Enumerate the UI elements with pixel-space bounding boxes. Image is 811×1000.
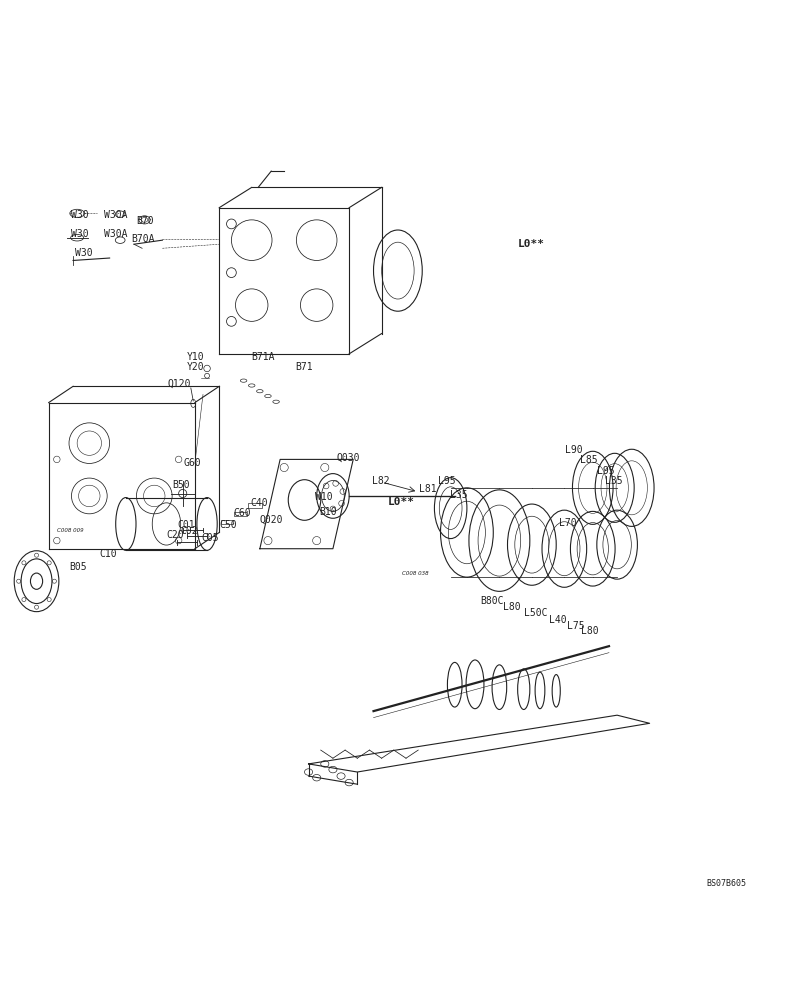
Text: L75: L75 <box>566 621 584 631</box>
Text: L0**: L0** <box>387 497 414 507</box>
Text: W30: W30 <box>71 229 89 239</box>
Text: L70: L70 <box>558 518 576 528</box>
Text: L80: L80 <box>581 626 599 636</box>
Text: W30: W30 <box>71 210 89 220</box>
Text: L95: L95 <box>596 466 614 476</box>
Text: W30A: W30A <box>104 229 127 239</box>
Text: C50: C50 <box>219 520 237 530</box>
Text: B80C: B80C <box>480 596 504 606</box>
Text: Q030: Q030 <box>337 453 360 463</box>
Text: B70: B70 <box>136 216 154 226</box>
Text: L50C: L50C <box>523 608 547 618</box>
Text: L35: L35 <box>449 490 467 500</box>
Text: B71: B71 <box>295 362 313 372</box>
Text: L95: L95 <box>438 476 456 486</box>
Text: B05: B05 <box>69 562 87 572</box>
Bar <box>247 503 262 508</box>
Text: C40: C40 <box>250 498 268 508</box>
Text: L81: L81 <box>418 484 436 494</box>
Text: C02: C02 <box>180 526 198 536</box>
Text: C008 038: C008 038 <box>401 571 428 576</box>
Text: Q120: Q120 <box>167 378 191 388</box>
Bar <box>234 512 247 516</box>
Text: L40: L40 <box>548 615 566 625</box>
Text: BS07B605: BS07B605 <box>706 879 745 888</box>
Text: C60: C60 <box>234 508 251 518</box>
Text: L80: L80 <box>503 602 521 612</box>
Text: Y20: Y20 <box>187 362 204 372</box>
Text: L85: L85 <box>579 455 597 465</box>
Text: C20: C20 <box>166 530 184 540</box>
Text: C10: C10 <box>99 549 117 559</box>
Text: W10: W10 <box>315 492 333 502</box>
Text: L90: L90 <box>564 445 582 455</box>
Text: B70A: B70A <box>131 234 155 244</box>
Text: C008 009: C008 009 <box>57 528 84 533</box>
Text: Q020: Q020 <box>260 515 283 525</box>
Text: C01: C01 <box>177 520 195 530</box>
Text: B10: B10 <box>319 507 337 517</box>
Text: B71A: B71A <box>251 352 275 362</box>
Text: B50: B50 <box>172 480 190 490</box>
Text: W30: W30 <box>75 248 92 258</box>
Text: L35: L35 <box>604 476 622 486</box>
Text: L0**: L0** <box>517 239 544 249</box>
Bar <box>221 520 233 524</box>
Text: Y10: Y10 <box>187 352 204 362</box>
Text: C05: C05 <box>201 533 219 543</box>
Text: G60: G60 <box>183 458 201 468</box>
Text: W30A: W30A <box>104 210 127 220</box>
Text: L82: L82 <box>371 476 389 486</box>
